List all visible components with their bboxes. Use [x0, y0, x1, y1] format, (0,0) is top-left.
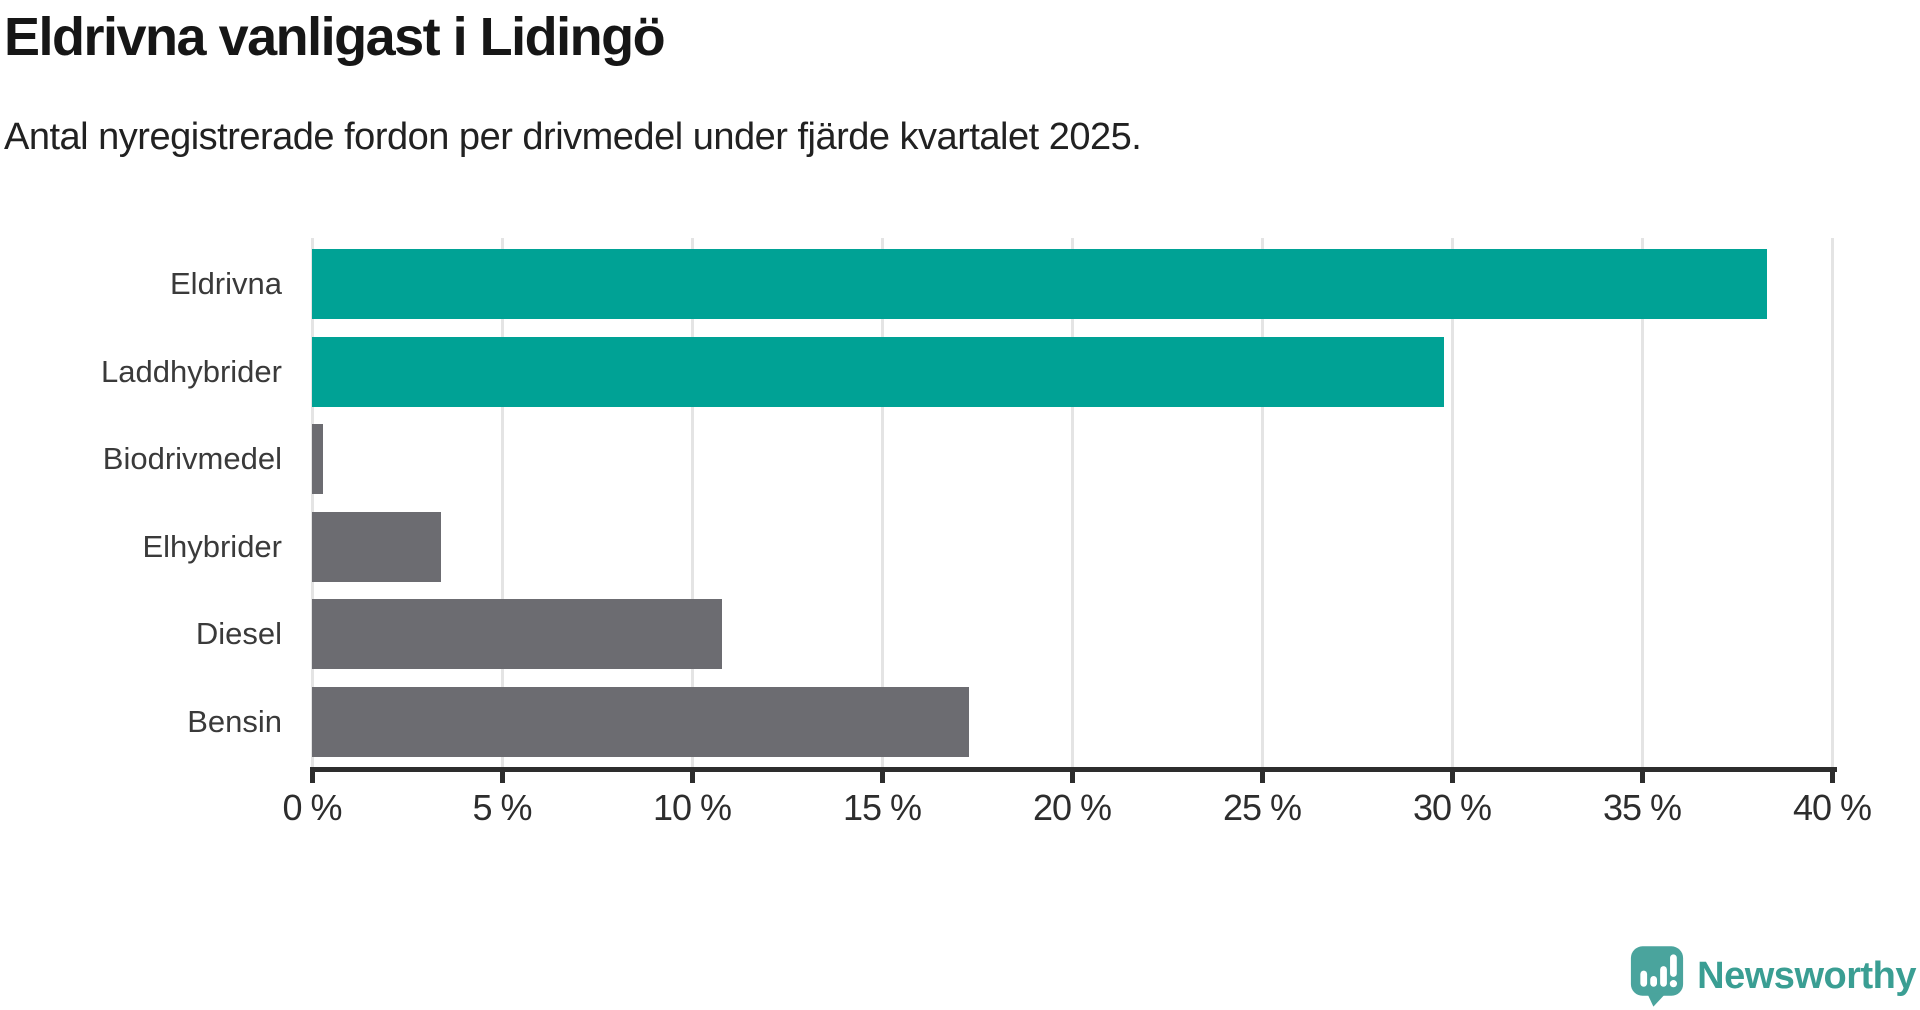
- gridline: [880, 238, 884, 767]
- gridline: [690, 238, 694, 767]
- x-tick-label: 15 %: [842, 787, 922, 828]
- bar-laddhybrider: [312, 336, 1445, 407]
- chart-subtitle: Antal nyregistrerade fordon per drivmede…: [4, 116, 1142, 158]
- gridline: [1260, 238, 1264, 767]
- category-label-bensin: Bensin: [187, 703, 282, 739]
- x-tick-label: 35 %: [1602, 787, 1682, 828]
- x-axis-tick: [309, 767, 315, 783]
- x-tick-label: 25 %: [1222, 787, 1302, 828]
- x-tick-label: 0 %: [282, 787, 342, 828]
- gridline: [500, 238, 504, 767]
- newsworthy-speech-bubble-chart-icon: [1631, 946, 1684, 1007]
- category-label-biodrivmedel: Biodrivmedel: [102, 441, 282, 476]
- x-tick-label: 5 %: [472, 787, 532, 828]
- x-axis-tick: [1639, 767, 1645, 783]
- bar-biodrivmedel: [312, 424, 324, 494]
- newsworthy-logo: Newsworthy: [1630, 944, 1916, 1008]
- x-axis-tick: [499, 767, 505, 783]
- bar-elhybrider: [312, 511, 442, 582]
- category-label-laddhybrider: Laddhybrider: [101, 353, 282, 389]
- x-axis-tick: [879, 767, 885, 783]
- x-axis-tick: [1449, 767, 1455, 783]
- gridline: [1070, 238, 1074, 767]
- gridline: [1640, 238, 1644, 767]
- bar-eldrivna: [312, 249, 1768, 319]
- gridline: [1830, 238, 1834, 767]
- x-axis-tick: [1069, 767, 1075, 783]
- x-tick-label: 30 %: [1412, 787, 1492, 828]
- x-axis-tick: [1829, 767, 1835, 783]
- x-tick-label: 10 %: [652, 787, 732, 828]
- category-label-elhybrider: Elhybrider: [142, 528, 282, 564]
- gridline: [310, 238, 314, 767]
- gridline: [1450, 238, 1454, 767]
- x-tick-label: 20 %: [1032, 787, 1112, 828]
- x-axis-tick: [1259, 767, 1265, 783]
- bar-diesel: [312, 599, 723, 669]
- category-label-eldrivna: Eldrivna: [170, 266, 282, 301]
- category-label-diesel: Diesel: [195, 616, 282, 651]
- newsworthy-logo-text: Newsworthy: [1697, 954, 1916, 997]
- x-axis-tick: [689, 767, 695, 783]
- bar-bensin: [312, 686, 970, 757]
- chart-title: Eldrivna vanligast i Lidingö: [4, 7, 666, 67]
- x-tick-label: 40 %: [1792, 787, 1872, 828]
